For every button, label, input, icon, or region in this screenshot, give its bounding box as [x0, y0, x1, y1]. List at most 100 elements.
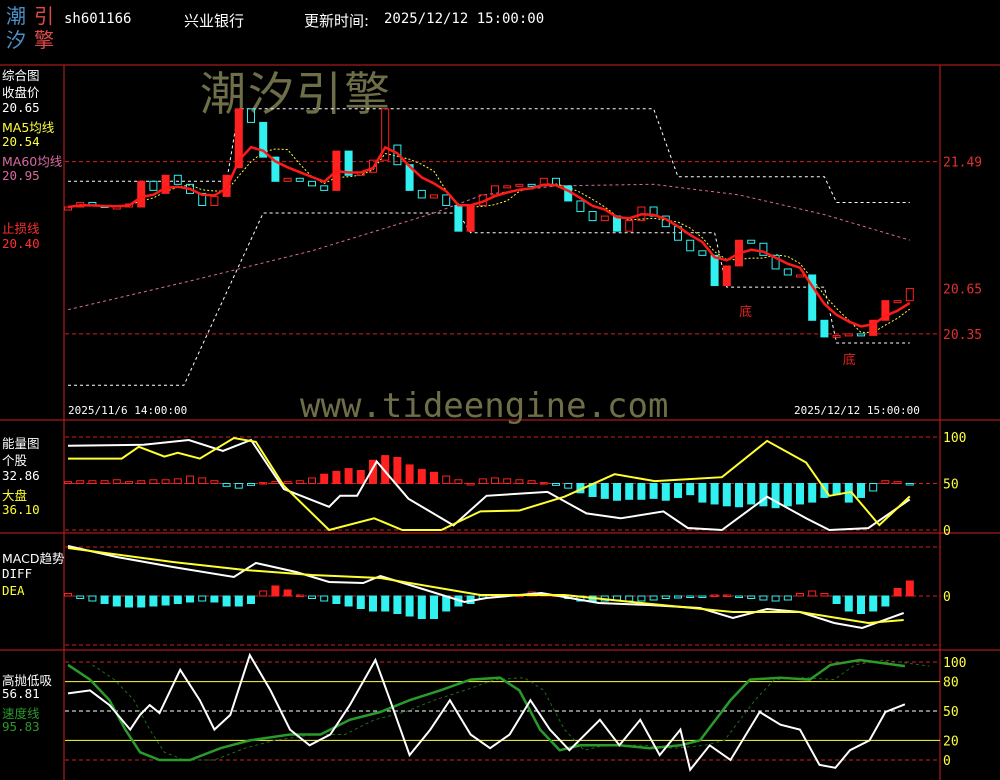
candle [832, 334, 841, 338]
ma60-value: 20.95 [2, 168, 40, 183]
candle [369, 159, 377, 173]
macd-bar [381, 595, 390, 612]
macd-bar [649, 595, 658, 601]
volume-bar [698, 483, 707, 503]
macd-bar [430, 595, 438, 619]
volume-tick-label: 100 [943, 431, 966, 446]
candle [527, 183, 536, 187]
volume-bar [527, 480, 536, 484]
macd-bar [308, 595, 316, 599]
volume-bar [88, 480, 97, 484]
volume-bar [381, 455, 390, 485]
macd-bar [808, 590, 817, 597]
lower-band-line [68, 212, 910, 386]
upper-band-line [68, 108, 910, 203]
volume-bar [661, 483, 670, 501]
time-start: 2025/11/6 14:00:00 [68, 404, 188, 417]
volume-bar [515, 479, 524, 484]
macd-bar [747, 595, 756, 599]
macd-bar [247, 595, 255, 604]
bottom-signal-label: 底 [739, 304, 752, 320]
volume-bar [430, 471, 438, 484]
candle [430, 194, 438, 199]
macd-bar [210, 595, 219, 603]
volume-bar [125, 481, 133, 485]
volume-bar [76, 480, 85, 484]
macd-bar [686, 595, 695, 598]
candle [308, 180, 316, 187]
gaopao-tick-label: 100 [943, 656, 966, 671]
macd-bar [112, 595, 121, 607]
volume-bar [344, 468, 353, 484]
macd-bar [832, 595, 841, 604]
price-tick-label: 20.35 [943, 328, 982, 343]
macd-tick-label: 0 [943, 590, 951, 605]
macd-bar [905, 580, 914, 597]
volume-bar [747, 483, 756, 505]
candle [259, 121, 268, 158]
macd-bar [417, 595, 426, 619]
candle [198, 192, 207, 206]
close-value: 20.65 [2, 100, 40, 115]
macd-bar [259, 590, 268, 597]
volume-bar [674, 483, 682, 498]
gaopao-line [67, 652, 906, 773]
volume-bar [552, 483, 560, 486]
stop-value: 20.40 [2, 236, 40, 251]
watermark-cn: 潮汐引擎 [200, 67, 392, 121]
volume-bar [539, 482, 548, 485]
candle [722, 265, 731, 287]
macd-title: MACD趋势 [2, 551, 65, 566]
ma60-line [67, 183, 910, 311]
candle [796, 274, 804, 278]
candle [417, 189, 426, 199]
logo-char: 汐 [6, 28, 26, 52]
dea-label: DEA [2, 583, 25, 598]
candle [783, 268, 792, 276]
macd-bar [844, 595, 853, 612]
macd-bar [893, 588, 902, 597]
macd-bar [344, 595, 353, 607]
macd-bar [405, 595, 414, 617]
volume-bar [442, 475, 451, 484]
gaopao-tick-label: 80 [943, 676, 959, 691]
ma5-line [67, 148, 911, 333]
macd-bar [881, 595, 890, 607]
volume-bar [210, 480, 219, 484]
volume-bar [247, 483, 255, 486]
macd-bar [661, 595, 670, 599]
logo-char: 擎 [34, 28, 54, 52]
volume-bar [332, 470, 341, 485]
candle [905, 288, 914, 302]
volume-bar [64, 481, 72, 485]
candle [869, 319, 878, 336]
macd-bar [674, 595, 682, 599]
stock-energy-value: 32.86 [2, 468, 40, 483]
macd-bar [173, 595, 182, 604]
candle [686, 239, 695, 252]
volume-bar [564, 483, 573, 489]
market-energy-label: 大盘 [2, 488, 28, 503]
volume-bar [271, 481, 280, 485]
candle [759, 242, 768, 256]
update-time: 2025/12/12 15:00:00 [384, 11, 545, 27]
candle [173, 174, 182, 185]
gaopao-tick-label: 50 [943, 705, 959, 720]
gaopao-title: 高抛低吸 [2, 673, 53, 688]
volume-bar [491, 477, 499, 485]
volume-tick-label: 0 [943, 524, 951, 539]
speed-line [67, 658, 906, 762]
volume-bar [869, 483, 878, 492]
volume-bar [759, 483, 768, 507]
market-energy-value: 36.10 [2, 502, 40, 517]
candle [747, 239, 756, 244]
volume-bar [198, 477, 207, 485]
macd-bar [271, 585, 280, 597]
price-tick-label: 21.49 [943, 156, 982, 171]
volume-bar [881, 480, 890, 484]
volume-bar [503, 478, 512, 485]
stock-name: 兴业银行 [184, 12, 245, 30]
gaopao-tick-label: 0 [943, 754, 951, 769]
candle [393, 144, 402, 166]
